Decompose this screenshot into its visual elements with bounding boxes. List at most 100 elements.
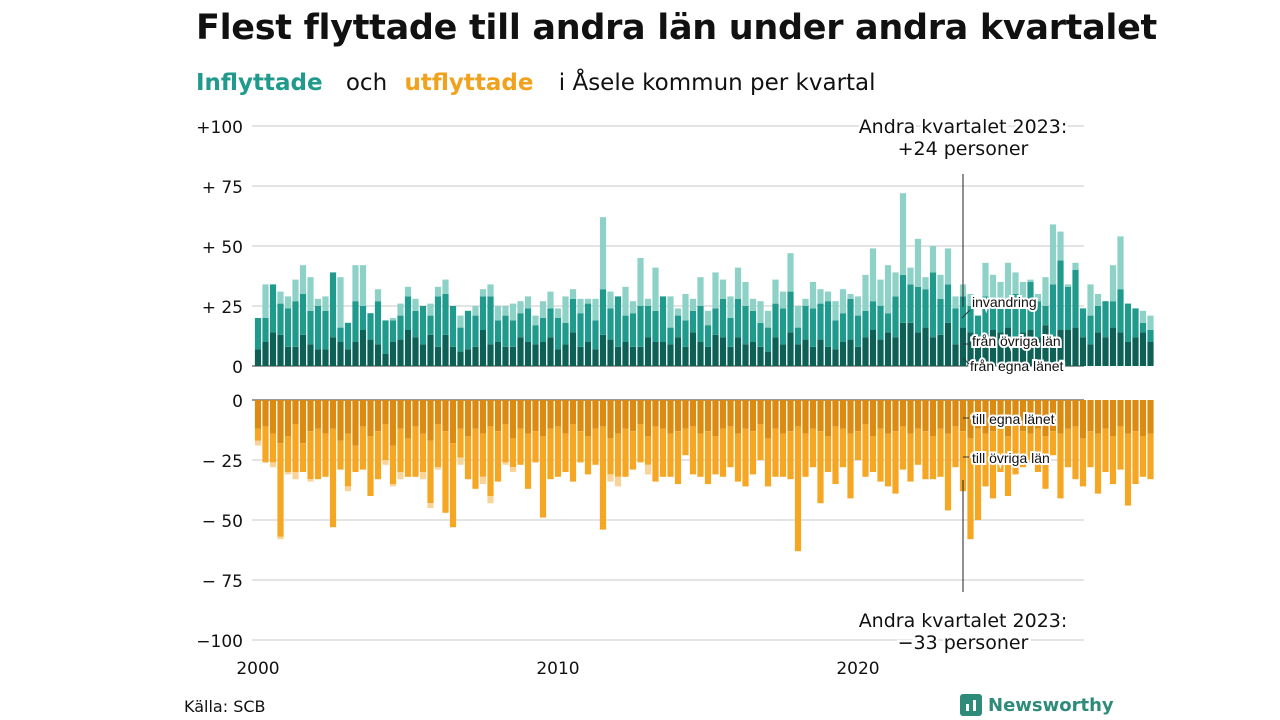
bar-outflow-segment bbox=[914, 428, 922, 465]
bar-outflow-segment bbox=[524, 433, 532, 489]
bar-inflow-segment bbox=[494, 342, 502, 366]
bar-outflow-segment bbox=[704, 431, 712, 484]
bar-outflow-segment bbox=[1072, 426, 1079, 480]
bar-outflow-segment bbox=[1034, 400, 1042, 429]
bar-outflow-segment bbox=[262, 400, 269, 427]
bar-outflow-segment bbox=[449, 400, 457, 444]
bar-inflow-segment bbox=[562, 344, 569, 366]
bar-outflow-segment bbox=[1124, 400, 1132, 434]
bar-inflow-segment bbox=[1072, 270, 1079, 328]
bar-outflow-segment bbox=[307, 479, 314, 482]
bar-outflow-segment bbox=[742, 428, 749, 487]
bar-inflow-segment bbox=[479, 296, 487, 330]
bar-inflow-segment bbox=[689, 310, 697, 333]
bar-outflow-segment bbox=[464, 400, 472, 436]
bar-inflow-segment bbox=[449, 306, 457, 347]
bar-inflow-segment bbox=[719, 337, 727, 366]
bar-inflow-segment bbox=[262, 284, 269, 318]
bar-inflow-segment bbox=[599, 334, 607, 366]
bar-inflow-segment bbox=[1072, 262, 1079, 270]
bar-outflow-segment bbox=[1019, 431, 1027, 468]
bar-outflow-segment bbox=[854, 400, 862, 432]
bar-outflow-segment bbox=[554, 426, 562, 477]
bar-outflow-segment bbox=[254, 400, 262, 429]
bar-inflow-segment bbox=[629, 346, 637, 366]
bar-inflow-segment bbox=[569, 289, 577, 299]
bar-inflow-segment bbox=[959, 327, 967, 366]
bar-inflow-segment bbox=[472, 346, 479, 366]
bar-inflow-segment bbox=[764, 351, 772, 366]
bar-outflow-segment bbox=[989, 400, 997, 432]
bar-inflow-segment bbox=[779, 344, 787, 366]
bar-inflow-segment bbox=[952, 296, 959, 309]
bar-outflow-segment bbox=[614, 476, 622, 487]
bar-outflow-segment bbox=[899, 400, 907, 427]
bar-outflow-segment bbox=[667, 400, 674, 434]
bar-inflow-segment bbox=[772, 303, 779, 338]
bar-outflow-segment bbox=[344, 433, 352, 487]
bar-inflow-segment bbox=[254, 318, 262, 350]
bar-inflow-segment bbox=[607, 339, 614, 366]
y-tick-label: + 25 bbox=[202, 298, 243, 318]
bar-inflow-segment bbox=[922, 277, 929, 290]
bar-outflow-segment bbox=[937, 428, 944, 477]
bar-inflow-segment bbox=[1049, 284, 1057, 338]
bar-inflow-segment bbox=[967, 294, 974, 306]
bar-inflow-segment bbox=[479, 289, 487, 297]
bar-outflow-segment bbox=[494, 400, 502, 432]
bar-inflow-segment bbox=[794, 327, 802, 345]
bar-inflow-segment bbox=[382, 354, 389, 366]
bar-inflow-segment bbox=[1057, 231, 1064, 261]
bar-outflow-segment bbox=[614, 400, 622, 434]
bar-outflow-segment bbox=[412, 426, 419, 477]
bar-inflow-segment bbox=[622, 286, 629, 316]
bar-inflow-segment bbox=[404, 330, 412, 366]
bar-inflow-segment bbox=[479, 330, 487, 366]
bar-outflow-segment bbox=[929, 436, 937, 480]
bar-outflow-segment bbox=[292, 472, 299, 480]
bar-inflow-segment bbox=[974, 315, 982, 342]
bar-outflow-segment bbox=[809, 428, 817, 468]
bar-inflow-segment bbox=[592, 298, 599, 321]
bar-inflow-segment bbox=[292, 301, 299, 347]
bar-inflow-segment bbox=[809, 308, 817, 347]
bar-inflow-segment bbox=[749, 342, 757, 366]
bar-outflow-segment bbox=[284, 436, 292, 472]
bar-outflow-segment bbox=[862, 424, 869, 477]
bar-inflow-segment bbox=[907, 322, 914, 366]
bar-inflow-segment bbox=[839, 313, 847, 342]
bar-inflow-segment bbox=[914, 332, 922, 366]
x-tick-label: 2000 bbox=[236, 659, 279, 679]
bar-inflow-segment bbox=[734, 267, 742, 299]
bar-inflow-segment bbox=[532, 344, 539, 366]
bar-inflow-segment bbox=[404, 286, 412, 297]
bar-outflow-segment bbox=[262, 426, 269, 463]
bar-inflow-segment bbox=[674, 337, 682, 366]
bar-inflow-segment bbox=[937, 298, 944, 335]
bar-outflow-segment bbox=[449, 443, 457, 528]
bar-inflow-segment bbox=[727, 296, 734, 318]
bar-inflow-segment bbox=[299, 265, 307, 294]
bar-inflow-segment bbox=[1094, 332, 1102, 366]
bar-inflow-segment bbox=[547, 308, 554, 338]
bar-inflow-segment bbox=[562, 296, 569, 323]
bar-inflow-segment bbox=[764, 310, 772, 328]
subtitle-inflow: Inflyttade bbox=[196, 70, 323, 96]
bar-outflow-segment bbox=[517, 428, 524, 465]
bar-outflow-segment bbox=[352, 445, 359, 472]
bar-inflow-segment bbox=[697, 342, 704, 366]
bar-inflow-segment bbox=[689, 298, 697, 311]
bar-inflow-segment bbox=[637, 258, 644, 306]
bar-inflow-segment bbox=[359, 265, 367, 306]
bar-inflow-segment bbox=[652, 342, 659, 366]
bar-outflow-segment bbox=[914, 400, 922, 429]
bar-inflow-segment bbox=[307, 310, 314, 345]
bar-outflow-segment bbox=[442, 431, 449, 513]
bar-outflow-segment bbox=[727, 426, 734, 468]
bar-outflow-segment bbox=[637, 424, 644, 463]
bar-inflow-segment bbox=[682, 346, 689, 366]
bar-inflow-segment bbox=[869, 301, 877, 330]
bar-inflow-segment bbox=[412, 337, 419, 366]
bar-outflow-segment bbox=[1034, 428, 1042, 472]
bar-outflow-segment bbox=[419, 400, 427, 434]
